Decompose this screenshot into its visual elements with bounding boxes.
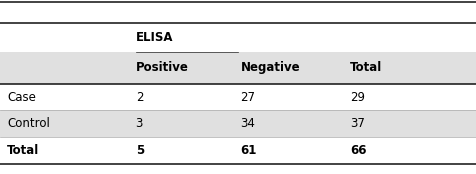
Bar [0, 52, 476, 84]
Text: Total: Total [350, 61, 382, 74]
Text: 34: 34 [240, 117, 255, 130]
Text: 27: 27 [240, 90, 256, 104]
Text: 5: 5 [136, 144, 144, 157]
Text: 61: 61 [240, 144, 257, 157]
Text: Positive: Positive [136, 61, 188, 74]
Bar [0, 137, 476, 164]
Text: ELISA: ELISA [136, 31, 173, 44]
Bar [0, 163, 476, 174]
Bar [0, 23, 476, 52]
Text: 2: 2 [136, 90, 143, 104]
Text: 66: 66 [350, 144, 367, 157]
Text: Negative: Negative [240, 61, 300, 74]
Bar [0, 84, 476, 110]
Bar [0, 0, 476, 23]
Text: Control: Control [7, 117, 50, 130]
Text: 3: 3 [136, 117, 143, 130]
Text: Total: Total [7, 144, 40, 157]
Text: Case: Case [7, 90, 36, 104]
Bar [0, 110, 476, 137]
Text: 29: 29 [350, 90, 365, 104]
Text: 37: 37 [350, 117, 365, 130]
